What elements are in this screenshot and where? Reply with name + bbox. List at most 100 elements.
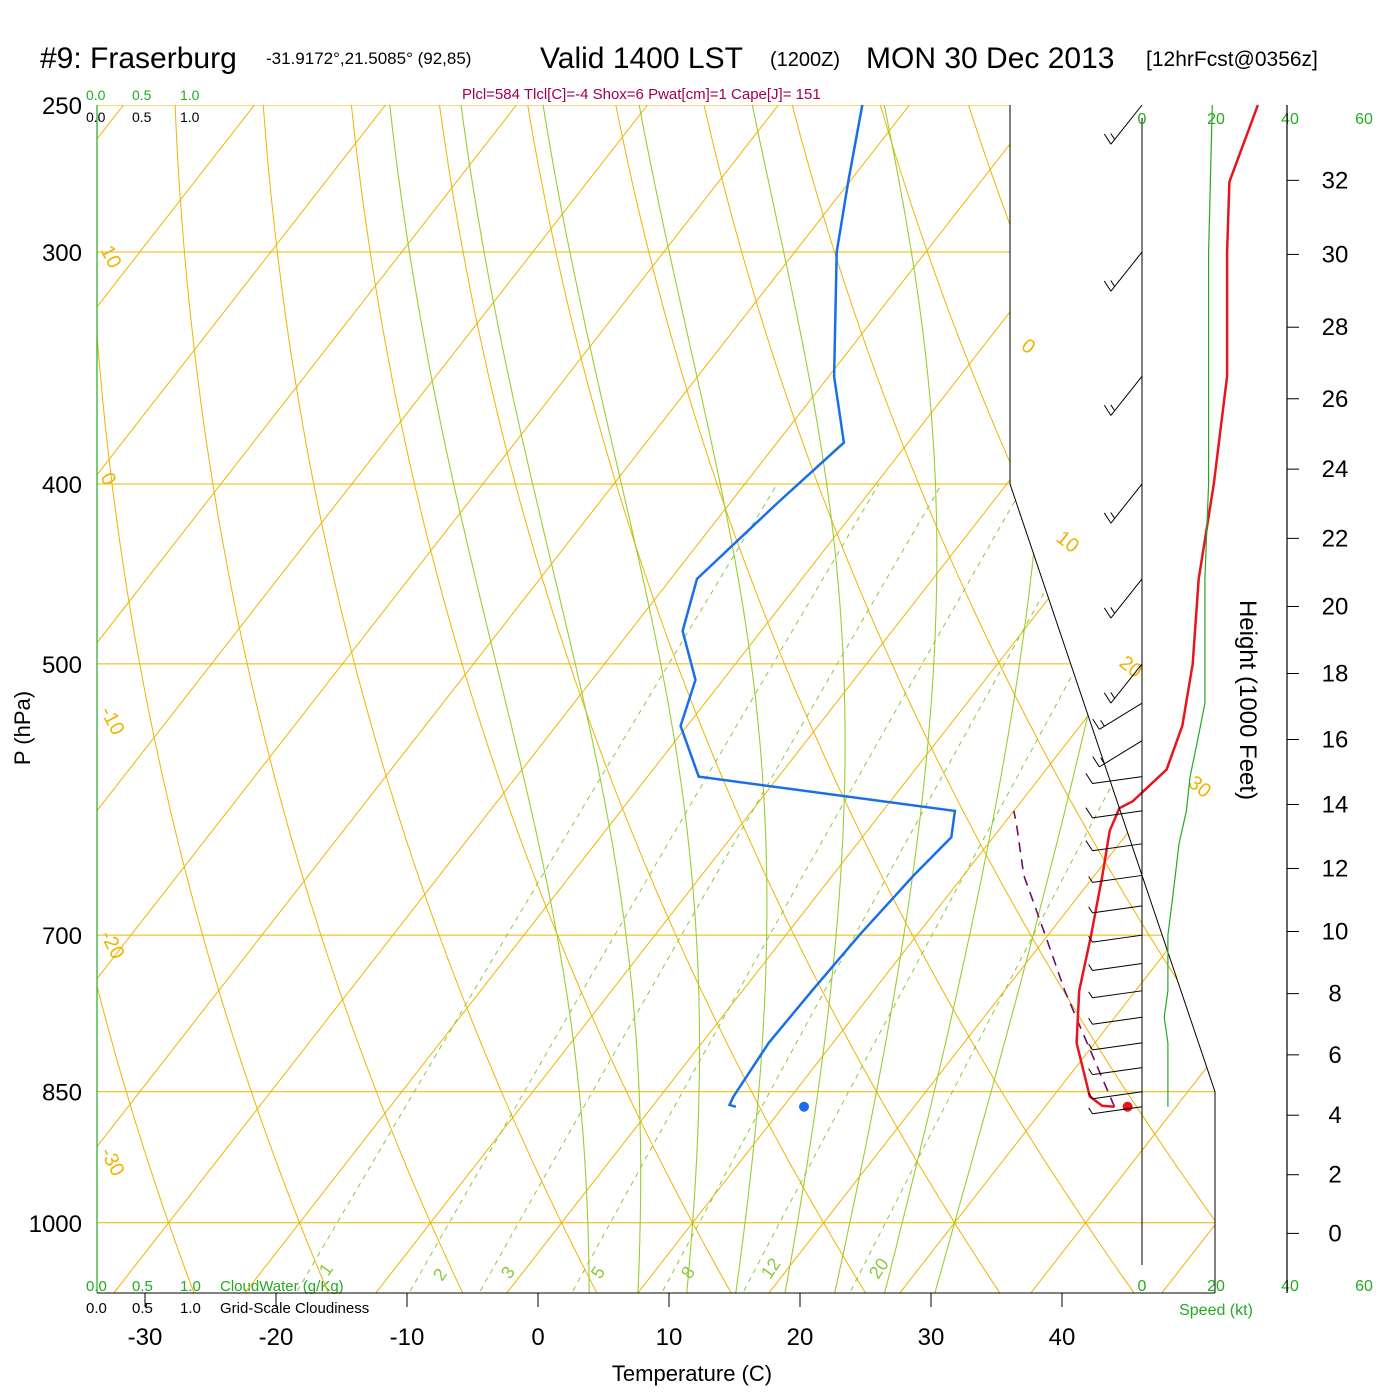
wind-barb-staff [1092, 843, 1143, 852]
surface-temperature-point [1122, 1101, 1133, 1112]
mixing-ratio-label: 1 [315, 1260, 337, 1280]
wind-barb-staff [1099, 702, 1143, 730]
temperature-tick-label: 30 [918, 1324, 945, 1351]
pressure-tick-label: 1000 [29, 1211, 82, 1238]
wind-barb [1088, 874, 1143, 883]
temperature-line [1075, 104, 1260, 1109]
temperature-tick-label: -30 [128, 1324, 163, 1351]
isotherm-line [1025, 105, 1215, 1293]
wind-barb-staff [1110, 375, 1143, 416]
cloud-scale-top-black: 0.0 0.5 1.0 [86, 109, 200, 125]
wind-barb-flag [1092, 756, 1100, 768]
wind-barb [1103, 483, 1143, 524]
isotherm-label: -20 [96, 927, 129, 963]
isotherm-line [97, 105, 805, 1293]
height-tick-label: 14 [1322, 791, 1349, 818]
wind-barbs [1085, 104, 1143, 1265]
wind-barb [1088, 1016, 1143, 1025]
wind-barb [1092, 702, 1143, 730]
wind-barb-staff [1092, 962, 1143, 971]
wind-barb-staff [1110, 483, 1143, 524]
mixing-ratio-label: 8 [677, 1263, 699, 1283]
speed-tick-label: 0 [1138, 1278, 1147, 1295]
dry-adiabat-line [696, 105, 1215, 1293]
station-title: #9: Fraserburg [40, 42, 237, 75]
wind-barb-staff [1092, 1042, 1143, 1051]
isotherm-line [239, 105, 1198, 1293]
moist-adiabat-line [632, 105, 768, 1293]
pressure-tick-label: 400 [42, 472, 82, 499]
pressure-tick-label: 250 [42, 93, 82, 120]
temperature-tick-label: 20 [787, 1324, 814, 1351]
wind-barb-flag [1110, 607, 1116, 614]
wind-barb-flag [1110, 692, 1116, 699]
isotherm-label: 10 [1052, 527, 1083, 558]
wind-barb [1088, 934, 1143, 943]
cloud-scale-top-green: 0.0 0.5 1.0 [86, 87, 200, 103]
wind-barb [1088, 1106, 1143, 1115]
wind-barb-staff [1092, 1106, 1143, 1115]
isotherm-line [97, 105, 281, 1293]
plot-frame-right [1009, 105, 1216, 1293]
moist-adiabat-line [932, 105, 1177, 1293]
speed-tick-label: 0 [1138, 111, 1147, 128]
wind-barb [1088, 1091, 1143, 1100]
pressure-tick-label: 300 [42, 240, 82, 267]
stability-indices: Plcl=584 Tlcl[C]=-4 Shox=6 Pwat[cm]=1 Ca… [462, 86, 821, 103]
dry-adiabat-line [1307, 72, 1400, 1300]
height-tick-label: 0 [1328, 1220, 1341, 1247]
wind-barb-flag [1085, 773, 1093, 784]
wind-barb-flag [1088, 876, 1093, 883]
height-tick-label: 24 [1322, 456, 1349, 483]
wind-barb-flag [1092, 718, 1100, 730]
wind-barb-flag [1110, 133, 1116, 140]
wind-barb-flag [1088, 906, 1093, 914]
wind-barb [1085, 840, 1143, 852]
cloud-scale-label: 0.5 [132, 1278, 153, 1295]
y-axis-title: P (hPa) [10, 691, 35, 765]
cloudiness-label: Grid-Scale Cloudiness [220, 1300, 369, 1317]
y2-axis-title: Height (1000 Feet) [1234, 600, 1261, 800]
mixing-ratio-line [567, 483, 1026, 1293]
dry-adiabat-line [783, 105, 1215, 1293]
height-tick-label: 30 [1322, 241, 1349, 268]
wind-barb-flag [1088, 1092, 1093, 1099]
cloud-scale-bottom-black: 0.0 0.5 1.0 Grid-Scale Cloudiness [86, 1300, 369, 1317]
wind-barb-flag [1088, 991, 1093, 999]
wind-barb-flag [1103, 607, 1112, 619]
speed-tick-label: 20 [1207, 1278, 1225, 1295]
speed-tick-label: 60 [1355, 1278, 1373, 1295]
speed-tick-label: 60 [1355, 111, 1373, 128]
pressure-tick-label: 850 [42, 1080, 82, 1107]
speed-tick-label: 40 [1281, 111, 1299, 128]
cloud-scale-label: 0.5 [132, 109, 152, 125]
wind-barb [1088, 962, 1143, 971]
cloud-scale-label: 1.0 [180, 109, 200, 125]
dry-adiabat-line [609, 105, 1140, 1293]
wind-barb-staff [1092, 1091, 1143, 1100]
wind-barb-flag [1088, 1107, 1093, 1115]
dry-adiabat-line [347, 105, 736, 1293]
wind-barb [1103, 663, 1143, 704]
wind-barb [1103, 251, 1143, 292]
cloud-scale-label: 1.0 [180, 1278, 201, 1295]
surface-dewpoint-point [799, 1101, 810, 1112]
pressure-tick-label: 500 [42, 652, 82, 679]
mixing-ratio-line [474, 483, 943, 1293]
height-tick-label: 4 [1328, 1102, 1341, 1129]
height-tick-label: 8 [1328, 981, 1341, 1008]
valid-utc: (1200Z) [770, 49, 840, 71]
temperature-tick-label: 10 [656, 1324, 683, 1351]
temperature-tick-label: 40 [1049, 1324, 1076, 1351]
wind-barb-flag [1103, 133, 1112, 145]
wind-barb-flag [1088, 1043, 1093, 1051]
wind-barb-staff [1092, 874, 1143, 883]
wind-barb-staff [1099, 740, 1143, 768]
height-tick-label: 28 [1322, 314, 1349, 341]
cloud-scale-label: 0.5 [132, 87, 152, 103]
wind-barb [1103, 578, 1143, 619]
wind-barb-flag [1088, 1018, 1093, 1025]
isotherm-label: -30 [96, 1144, 129, 1180]
